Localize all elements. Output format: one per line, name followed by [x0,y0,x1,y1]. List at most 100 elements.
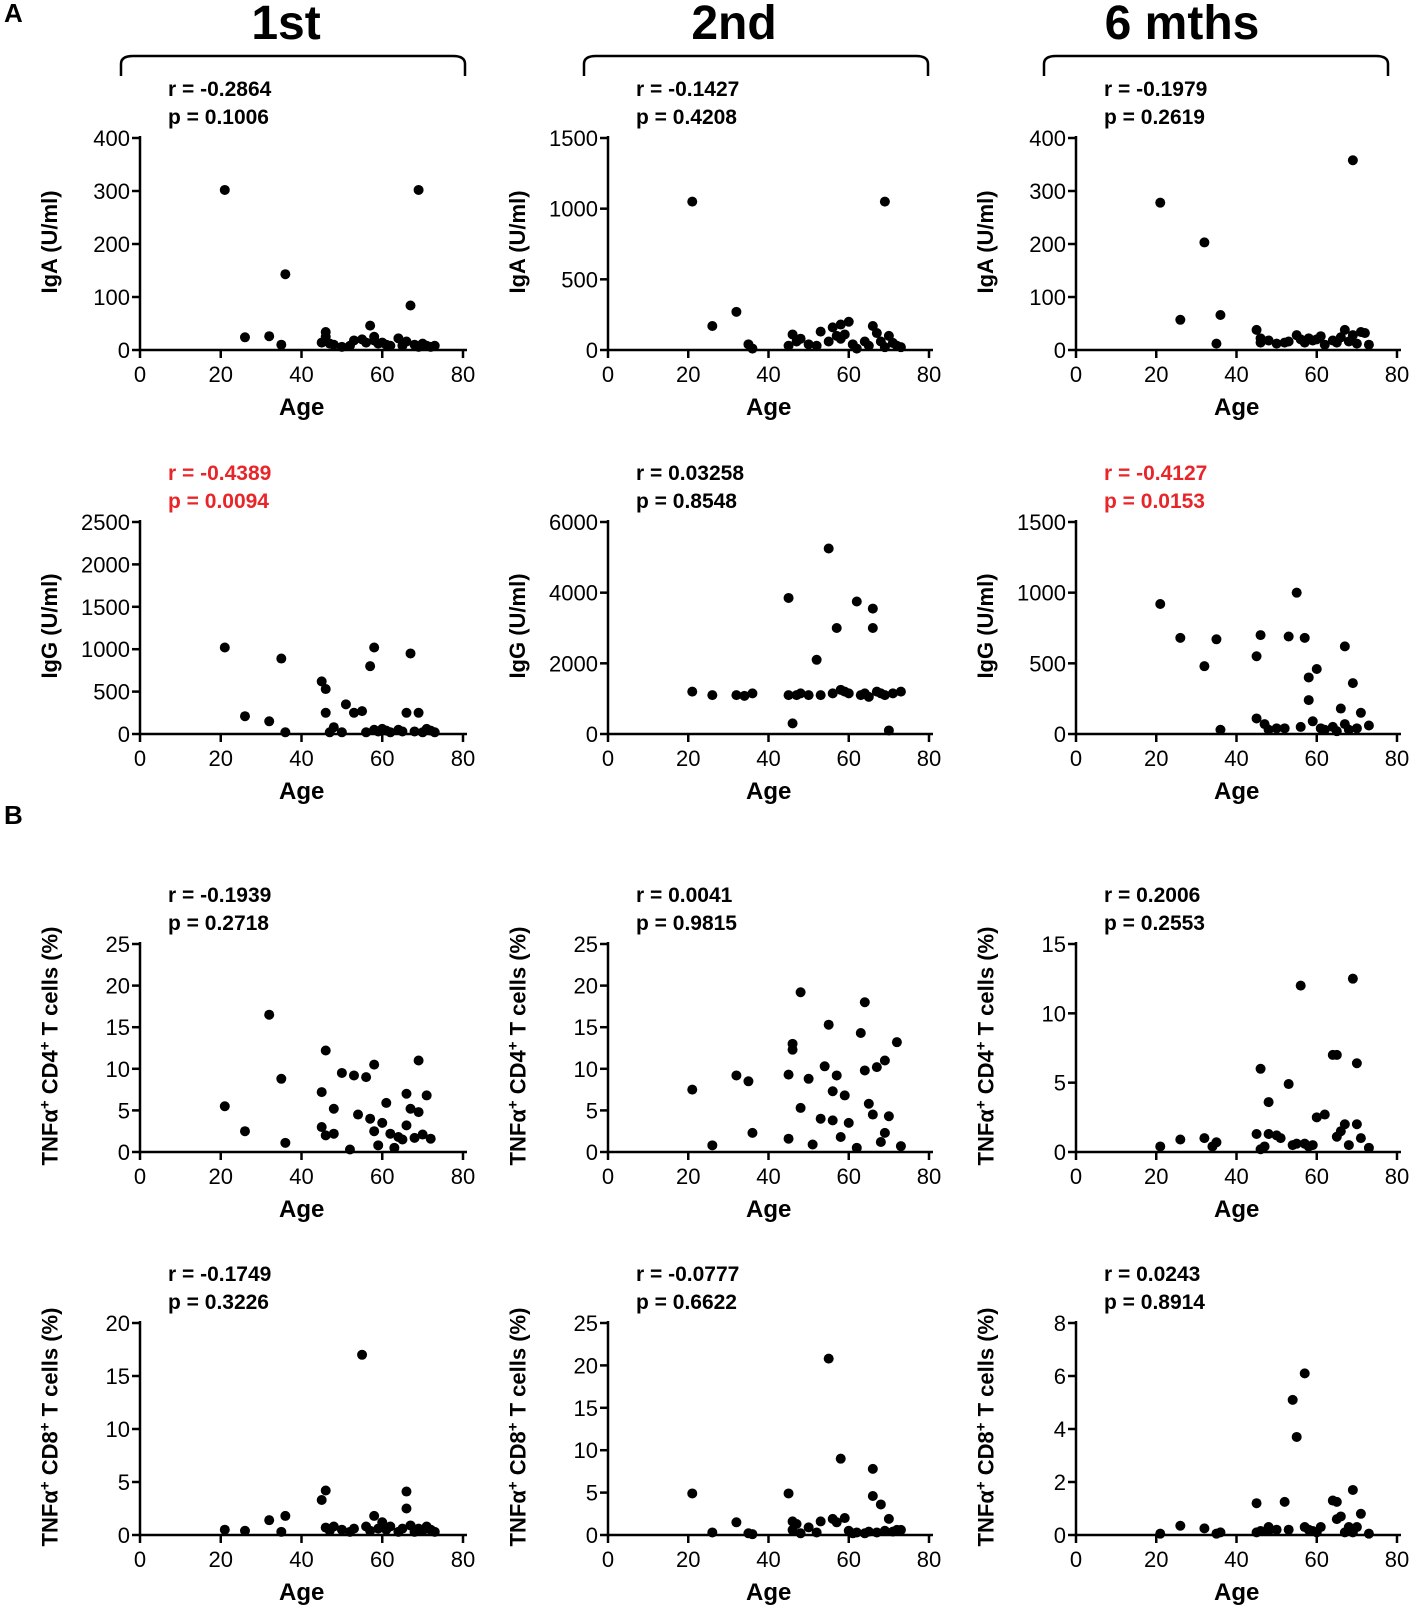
x-tick-label: 0 [1070,1164,1082,1189]
data-point [795,1102,806,1113]
data-point [839,1513,850,1524]
data-point [328,1128,339,1139]
y-axis-label: TNFα+ CD8+ T cells (%) [36,1307,63,1547]
y-tick-label: 400 [93,126,130,151]
data-point [731,1517,742,1528]
data-point [867,1490,878,1501]
data-point [401,1503,412,1514]
data-point [1339,324,1350,335]
data-point [1319,724,1330,735]
y-tick-label: 0 [1054,338,1066,363]
data-point [879,1055,890,1066]
x-tick-label: 60 [370,362,394,387]
data-point [365,1113,376,1124]
data-point [1211,1137,1222,1148]
data-point [344,1144,355,1155]
p-value: p = 0.6622 [636,1291,737,1314]
data-point [385,1521,396,1532]
data-point [336,341,347,352]
data-point [831,1517,842,1528]
data-point [863,1098,874,1109]
data-point [405,648,416,659]
data-point [1283,336,1294,347]
data-point [815,1516,826,1527]
data-point [385,727,396,738]
data-point [1251,1498,1262,1509]
data-point [1363,1142,1374,1153]
data-point [1315,331,1326,342]
x-tick-label: 80 [917,746,941,771]
x-tick-label: 40 [289,746,313,771]
data-point [783,1488,794,1499]
data-point [1351,338,1362,349]
x-axis-label: Age [279,1196,325,1223]
y-tick-label: 100 [1029,285,1066,310]
data-point [429,1526,440,1537]
data-point [385,340,396,351]
data-point [887,688,898,699]
data-point [1279,1496,1290,1507]
y-tick-label: 2500 [81,510,130,535]
data-point [1155,197,1166,208]
data-point [276,653,287,664]
correlation-stats: r = -0.1749 p = 0.3226 [168,1261,271,1317]
data-point [871,1527,882,1538]
data-point [807,1139,818,1150]
data-point [353,1109,364,1120]
data-point [843,688,854,699]
data-point [895,1141,906,1152]
data-point [405,1103,416,1114]
data-point [1335,703,1346,714]
x-axis-label: Age [1214,1579,1260,1606]
data-point [1291,1138,1302,1149]
data-point [879,690,890,701]
data-point [369,642,380,653]
data-point [1215,310,1226,321]
data-point [1251,324,1262,335]
x-tick-label: 40 [1224,746,1248,771]
data-point [1291,1431,1302,1442]
column-brace-2nd [582,54,930,76]
y-axis-label: TNFα+ CD4+ T cells (%) [504,926,531,1166]
x-tick-label: 60 [370,1164,394,1189]
data-point [831,623,842,633]
y-tick-label: 6 [1054,1364,1066,1389]
data-point [1215,724,1226,735]
data-point [316,1087,327,1098]
data-point [348,1523,359,1534]
data-point [1351,723,1362,734]
data-point [879,1127,890,1138]
data-point [863,340,874,351]
x-tick-label: 40 [1224,1547,1248,1572]
data-point [320,1045,331,1056]
data-point [1283,631,1294,642]
correlation-stats: r = 0.2006 p = 0.2553 [1104,882,1205,938]
data-point [839,1090,850,1101]
data-point [276,1526,287,1537]
data-point [783,592,794,603]
data-point [405,300,416,311]
data-point [1347,973,1358,984]
x-axis-label: Age [1214,778,1260,805]
data-point [1331,1496,1342,1507]
p-value: p = 0.2619 [1104,106,1205,129]
data-point [328,339,339,350]
y-tick-label: 0 [118,1140,130,1165]
x-tick-label: 0 [1070,362,1082,387]
data-point [739,690,750,701]
y-tick-label: 5 [1054,1071,1066,1096]
scatter-plot-tnf-cd8-2nd: 0 5 10 15 20 25 0 20 40 60 80 [574,1311,942,1572]
x-tick-label: 20 [1144,746,1168,771]
data-point [1263,335,1274,346]
data-point [389,1142,400,1153]
y-axis-label: IgA (U/ml) [973,190,998,294]
data-point [1251,1128,1262,1139]
data-point [875,1137,886,1148]
x-tick-label: 40 [1224,1164,1248,1189]
data-point [377,1117,388,1128]
data-point [867,1463,878,1474]
y-tick-label: 15 [574,1015,598,1040]
y-axis-label: IgG (U/ml) [37,573,62,679]
data-point [316,676,327,687]
r-value: r = -0.4389 [168,462,272,485]
